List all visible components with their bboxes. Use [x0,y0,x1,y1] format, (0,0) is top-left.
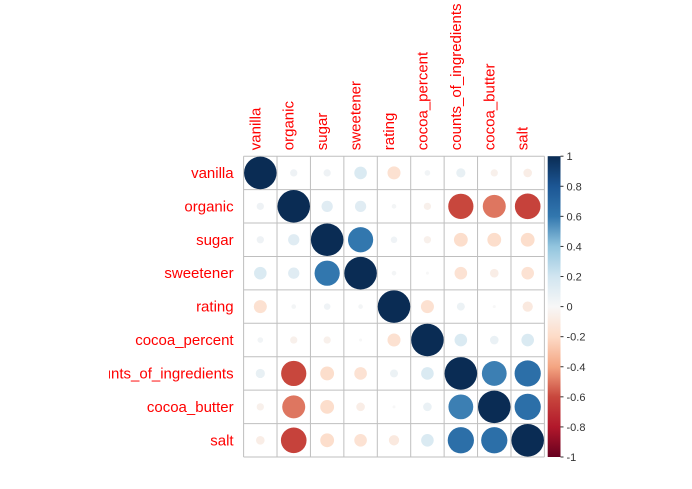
svg-text:0.2: 0.2 [567,272,582,284]
svg-text:cocoa_percent: cocoa_percent [414,51,431,150]
svg-text:rating: rating [381,113,398,151]
svg-text:salt: salt [515,126,532,150]
svg-text:sweetener: sweetener [164,265,233,282]
svg-text:0: 0 [567,302,573,314]
svg-text:vanilla: vanilla [247,107,264,150]
svg-text:0.8: 0.8 [567,181,582,193]
svg-text:salt: salt [210,432,234,449]
svg-text:counts_of_ingredients: counts_of_ingredients [87,365,234,382]
svg-text:organic: organic [281,101,298,151]
svg-text:cocoa_butter: cocoa_butter [147,399,234,416]
svg-text:organic: organic [184,198,234,215]
svg-text:-0.8: -0.8 [567,422,586,434]
svg-text:-0.2: -0.2 [567,332,586,344]
svg-text:1: 1 [567,151,573,163]
svg-text:vanilla: vanilla [191,165,234,182]
svg-text:sugar: sugar [196,232,234,249]
svg-text:0.6: 0.6 [567,211,582,223]
svg-text:-0.6: -0.6 [567,392,586,404]
svg-text:rating: rating [196,299,234,316]
svg-text:counts_of_ingredients: counts_of_ingredients [448,3,465,150]
svg-text:cocoa_percent: cocoa_percent [135,332,234,349]
svg-text:-0.4: -0.4 [567,362,586,374]
svg-text:sweetener: sweetener [348,81,365,150]
svg-text:cocoa_butter: cocoa_butter [481,63,498,150]
svg-text:-1: -1 [567,452,577,464]
svg-text:sugar: sugar [314,113,331,151]
svg-text:0.4: 0.4 [567,241,582,253]
